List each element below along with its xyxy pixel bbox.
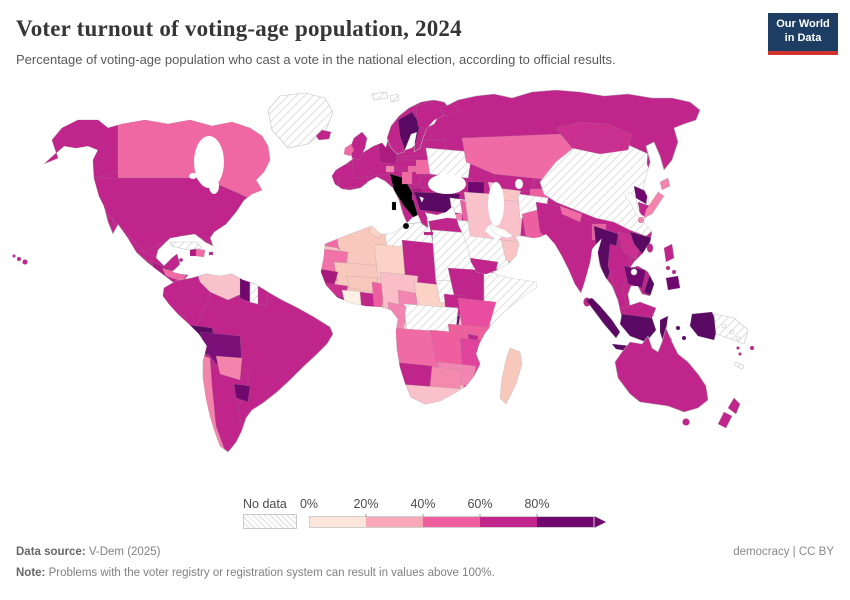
region-svalbard-nodata[interactable] (371, 91, 389, 101)
legend-no-data-label: No data (243, 497, 287, 511)
footer-source-label: Data source: (16, 546, 86, 558)
owid-logo[interactable]: Our World in Data (768, 13, 838, 55)
country-sicily[interactable] (402, 222, 410, 230)
country-philippines-mindanao[interactable] (665, 275, 681, 291)
world-choropleth-map[interactable] (0, 86, 850, 500)
country-taiwan[interactable] (646, 243, 654, 253)
country-jamaica[interactable] (178, 257, 184, 263)
legend-bin-20-40[interactable] (366, 516, 423, 528)
legend-tick-80: 80% (524, 497, 550, 511)
footer-license[interactable]: democracy | CC BY (733, 546, 834, 558)
country-cambodia[interactable] (623, 265, 647, 289)
black-sea (428, 174, 466, 194)
map-legend: No data 0% 20% 40% 60% 80% (0, 495, 850, 533)
country-solomon-islands-nodata[interactable] (729, 329, 735, 335)
region-svalbard-nodata[interactable] (389, 93, 400, 103)
country-uruguay[interactable] (233, 383, 251, 403)
country-madagascar[interactable] (499, 347, 523, 405)
country-indonesia-sumatra[interactable] (585, 297, 621, 339)
footer-source-value[interactable]: V-Dem (2025) (85, 546, 161, 558)
legend-tick-20: 20% (353, 497, 379, 511)
country-hawaii[interactable] (16, 256, 22, 262)
country-solomon-islands-nodata[interactable] (735, 335, 741, 341)
legend-bin-80-plus[interactable] (537, 516, 594, 528)
footer-data-source: Data source: V-Dem (2025) (16, 546, 160, 558)
country-haiti[interactable] (189, 248, 197, 257)
country-australia[interactable] (614, 327, 709, 413)
country-switzerland[interactable] (385, 165, 395, 173)
country-japan-honshu[interactable] (643, 191, 665, 219)
country-puerto-rico[interactable] (208, 251, 214, 256)
hudson-bay (194, 136, 224, 188)
country-nepal[interactable] (559, 205, 583, 223)
logo-line2: in Data (784, 32, 822, 45)
country-japan-hokkaido[interactable] (659, 177, 671, 191)
legend-ramp-border (309, 516, 595, 528)
persian-gulf (485, 225, 503, 241)
region-novaya-zemlya[interactable] (439, 103, 461, 117)
legend-bin-40-60[interactable] (423, 516, 480, 528)
country-philippines-visayas[interactable] (665, 265, 671, 271)
page-title: Voter turnout of voting-age population, … (16, 16, 462, 41)
country-vanuatu[interactable] (736, 346, 740, 350)
country-cuba-nodata[interactable] (169, 241, 203, 251)
country-paraguay[interactable] (215, 355, 243, 381)
country-new-caledonia-nodata[interactable] (733, 361, 745, 370)
country-japan-kyushu[interactable] (637, 216, 645, 224)
legend-tick-60: 60% (467, 497, 493, 511)
page-subtitle: Percentage of voting-age population who … (16, 52, 616, 67)
footer-note-value: Problems with the voter registry or regi… (45, 567, 495, 579)
caspian-sea (488, 182, 504, 226)
country-alaska[interactable] (28, 102, 119, 179)
country-indonesia-kalimantan[interactable] (619, 313, 657, 343)
country-indonesia-moluccas[interactable] (681, 335, 687, 341)
legend-bin-0-20[interactable] (309, 516, 366, 528)
country-indonesia-papua[interactable] (689, 311, 719, 341)
country-dominican-republic[interactable] (195, 248, 206, 258)
legend-color-ramp[interactable] (309, 514, 611, 530)
country-new-zealand-south[interactable] (717, 411, 733, 429)
country-portugal[interactable] (328, 169, 339, 191)
continent-south-america (162, 273, 334, 453)
legend-tick-40: 40% (410, 497, 436, 511)
country-ireland[interactable] (343, 143, 355, 157)
country-philippines-luzon[interactable] (663, 243, 675, 263)
legend-bin-60-80[interactable] (480, 516, 537, 528)
legend-no-data-swatch[interactable] (243, 514, 297, 529)
country-hawaii[interactable] (12, 254, 16, 258)
country-new-zealand-north[interactable] (727, 397, 741, 415)
country-fiji[interactable] (749, 345, 755, 351)
great-lakes (206, 173, 212, 179)
country-mongolia[interactable] (555, 121, 633, 155)
logo-line1: Our World (776, 18, 830, 30)
aral-sea (515, 179, 523, 189)
legend-arrow (594, 516, 606, 528)
country-philippines-visayas[interactable] (671, 269, 677, 275)
great-lakes (197, 175, 205, 181)
region-hainan-nodata[interactable] (630, 268, 638, 276)
region-sakhalin[interactable] (646, 143, 656, 173)
country-vanuatu[interactable] (738, 352, 742, 356)
country-indonesia-moluccas[interactable] (675, 325, 681, 331)
footer-note: Note: Problems with the voter registry o… (16, 567, 495, 579)
legend-tick-0: 0% (299, 497, 319, 511)
country-sardinia[interactable] (391, 201, 397, 211)
country-venezuela[interactable] (195, 270, 247, 301)
james-bay (209, 178, 219, 194)
country-somalia-nodata[interactable] (483, 271, 540, 327)
footer-note-label: Note: (16, 567, 46, 579)
country-iceland[interactable] (315, 129, 332, 141)
country-south-africa[interactable] (397, 383, 479, 420)
country-hawaii[interactable] (22, 259, 28, 265)
country-solomon-islands-nodata[interactable] (721, 323, 727, 329)
country-papua-new-guinea-nodata[interactable] (713, 313, 749, 345)
country-crete[interactable] (423, 231, 434, 236)
country-united-states[interactable] (91, 177, 253, 253)
country-tasmania[interactable] (682, 418, 690, 426)
country-french-guiana[interactable] (257, 285, 269, 307)
great-lakes (189, 173, 197, 179)
